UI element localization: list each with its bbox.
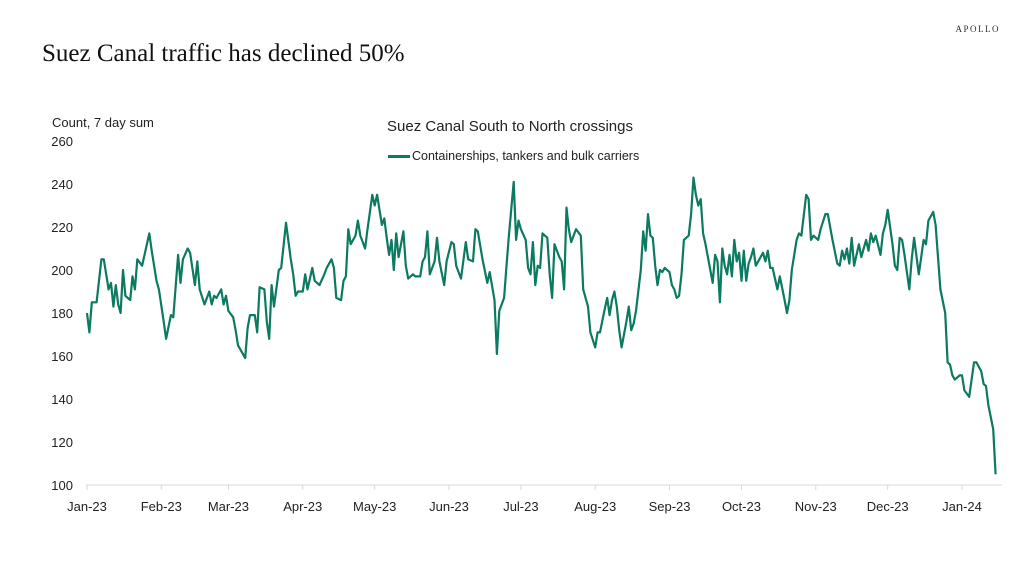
x-tick-label: Feb-23 <box>141 499 182 514</box>
x-tick-label: Jan-24 <box>942 499 982 514</box>
legend: Containerships, tankers and bulk carrier… <box>388 149 639 163</box>
y-tick-label: 160 <box>51 349 73 364</box>
x-tick-label: Oct-23 <box>722 499 761 514</box>
y-axis-label: Count, 7 day sum <box>52 115 154 130</box>
series-line-containerships-tankers-bulk-carriers <box>85 176 997 475</box>
y-tick-label: 100 <box>51 478 73 493</box>
x-tick-label: Sep-23 <box>649 499 691 514</box>
y-tick-label: 180 <box>51 306 73 321</box>
x-tick-label: Aug-23 <box>574 499 616 514</box>
y-tick-label: 120 <box>51 435 73 450</box>
y-tick-label: 220 <box>51 220 73 235</box>
x-tick-label: Apr-23 <box>283 499 322 514</box>
y-tick-label: 240 <box>51 177 73 192</box>
y-tick-label: 200 <box>51 263 73 278</box>
x-tick-label: Jun-23 <box>429 499 469 514</box>
legend-swatch <box>388 154 410 158</box>
y-tick-label: 260 <box>51 134 73 149</box>
page-title: Suez Canal traffic has declined 50% <box>42 40 405 67</box>
x-tick-label: Dec-23 <box>867 499 909 514</box>
x-tick-label: Jan-23 <box>67 499 107 514</box>
x-tick-label: Nov-23 <box>795 499 837 514</box>
legend-label: Containerships, tankers and bulk carrier… <box>412 149 640 163</box>
x-tick-label: Mar-23 <box>208 499 249 514</box>
y-tick-label: 140 <box>51 392 73 407</box>
x-tick-label: May-23 <box>353 499 396 514</box>
chart-title: Suez Canal South to North crossings <box>387 118 633 135</box>
brand-logo: APOLLO <box>955 24 1000 34</box>
x-tick-label: Jul-23 <box>503 499 538 514</box>
